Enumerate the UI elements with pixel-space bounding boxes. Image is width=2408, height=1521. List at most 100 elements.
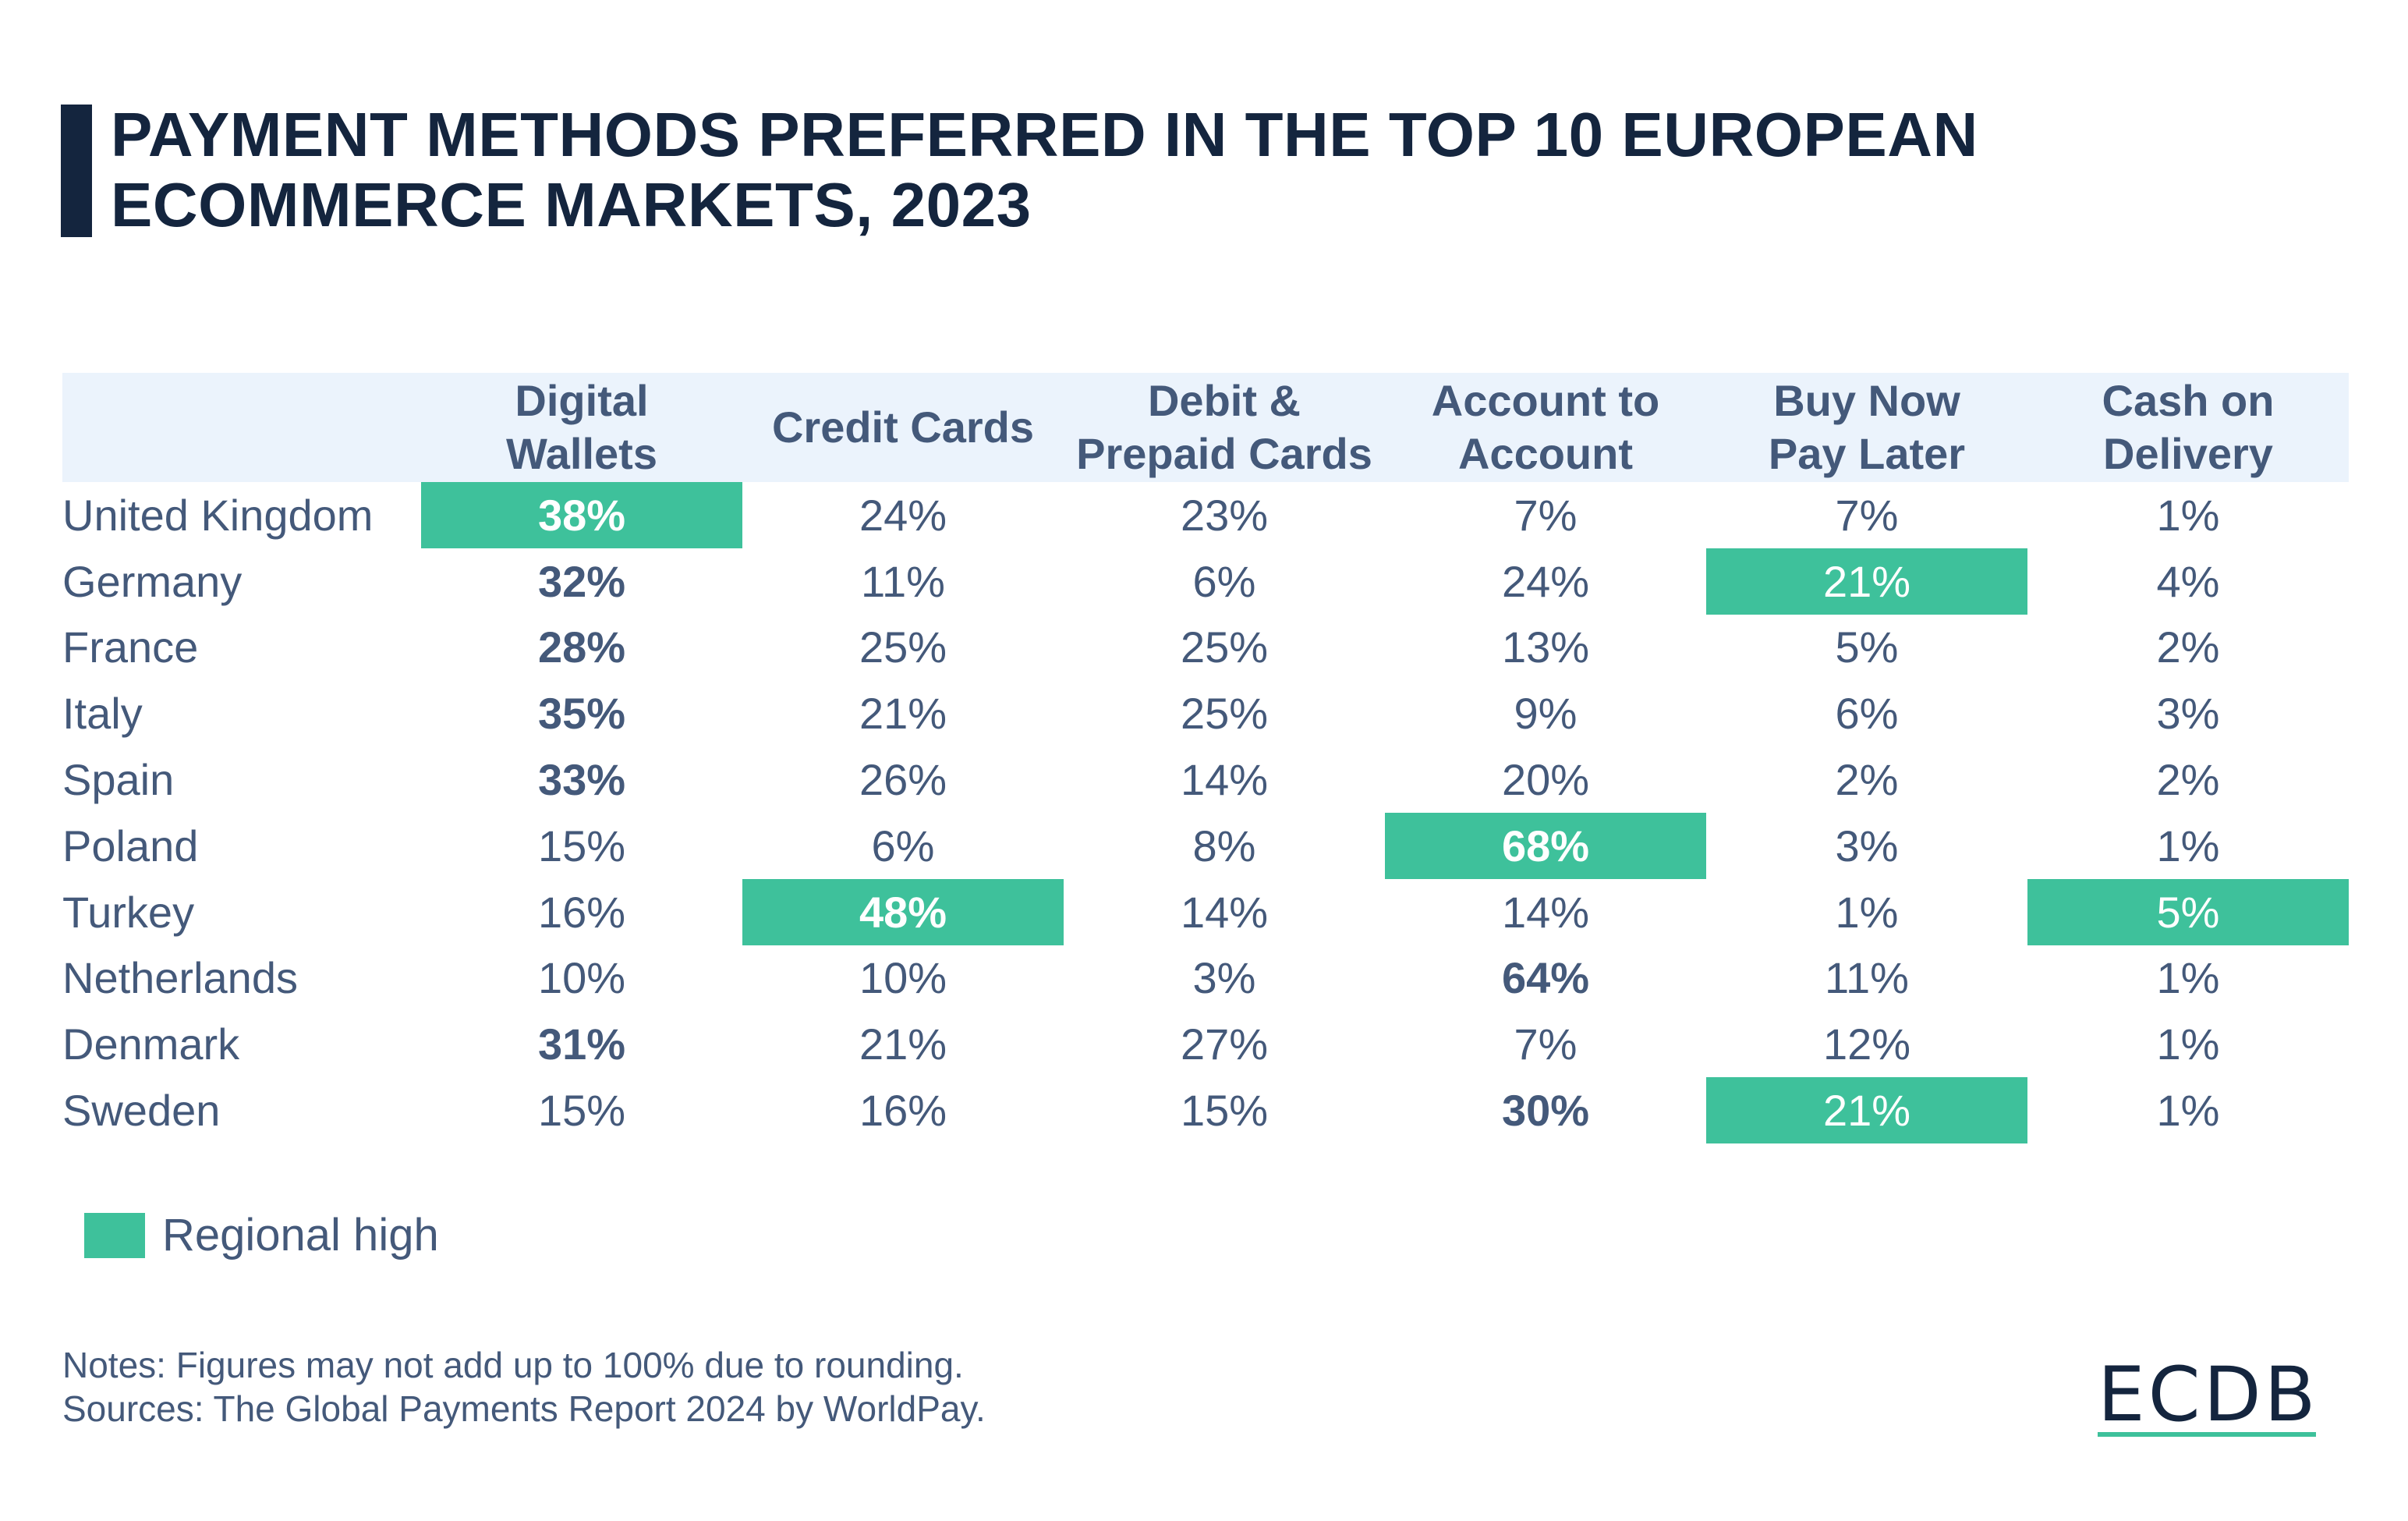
value-cell-regional-high: 68% [1385,812,1706,879]
legend: Regional high [84,1209,439,1261]
table-row: Denmark 31% 21% 27% 7% 12% 1% [62,1011,2349,1077]
value-cell: 13% [1501,622,1590,672]
value-cell: 8% [1192,821,1256,870]
column-header: Account to Account [1431,376,1660,478]
value-cell: 27% [1180,1019,1269,1069]
table-row: Sweden 15% 16% 15% 30% 21% 1% [62,1077,2349,1143]
value-cell: 31% [537,1019,626,1069]
country-label: Sweden [62,1086,221,1136]
value-cell: 1% [2156,953,2220,1003]
value-cell: 5% [1835,622,1899,672]
value-cell: 20% [1501,755,1590,805]
column-header: Digital Wallets [506,376,657,478]
value-cell: 15% [1180,1086,1269,1136]
header-cell-empty [62,373,421,482]
country-label: United Kingdom [62,490,374,540]
chart-title: PAYMENT METHODS PREFERRED IN THE TOP 10 … [111,100,1978,239]
value-cell: 16% [859,1086,947,1136]
table-row: Spain 33% 26% 14% 20% 2% 2% [62,746,2349,813]
value-cell: 24% [1501,556,1590,606]
value-cell: 1% [2156,1086,2220,1136]
value-cell: 14% [1180,887,1269,937]
value-cell: 64% [1501,953,1590,1003]
country-label: Germany [62,556,243,606]
value-cell: 11% [1825,953,1909,1003]
value-cell: 32% [537,556,626,606]
sources-text: Sources: The Global Payments Report 2024… [62,1388,986,1429]
country-label: Poland [62,821,199,870]
value-cell-regional-high: 5% [2027,878,2349,945]
logo-underline [2098,1432,2316,1437]
value-cell: 10% [859,953,947,1003]
column-header: Debit & Prepaid Cards [1076,376,1372,478]
value-cell: 35% [537,689,626,739]
value-cell: 33% [537,755,626,805]
value-cell: 26% [859,755,947,805]
table-row: France 28% 25% 25% 13% 5% 2% [62,615,2349,681]
value-cell: 1% [2156,821,2220,870]
value-cell: 1% [2156,1019,2220,1069]
value-cell-regional-high: 21% [1706,548,2027,615]
value-cell-regional-high: 48% [742,878,1064,945]
table-row: Turkey 16% 48% 14% 14% 1% 5% [62,878,2349,945]
value-cell: 7% [1514,490,1578,540]
value-cell: 11% [861,556,945,606]
table-header: Digital Wallets Credit Cards Debit & Prepa… [62,373,2349,482]
country-label: Netherlands [62,953,298,1003]
value-cell: 25% [859,622,947,672]
value-cell: 4% [2156,556,2220,606]
notes-text: Notes: Figures may not add up to 100% du… [62,1345,964,1385]
value-cell: 7% [1835,490,1899,540]
country-label: Denmark [62,1019,240,1069]
value-cell-regional-high: 21% [1706,1077,2027,1143]
value-cell: 25% [1180,689,1269,739]
country-label: Turkey [62,887,195,937]
value-cell: 24% [859,490,947,540]
value-cell: 28% [537,622,626,672]
value-cell: 6% [871,821,935,870]
country-label: Spain [62,755,175,805]
column-header: Credit Cards [771,402,1035,452]
column-header: Buy Now Pay Later [1768,376,1966,478]
table-row: Germany 32% 11% 6% 24% 21% 4% [62,548,2349,615]
value-cell: 15% [537,1086,626,1136]
value-cell: 10% [537,953,626,1003]
value-cell: 1% [2156,490,2220,540]
value-cell: 3% [1192,953,1256,1003]
value-cell: 21% [859,689,947,739]
value-cell: 14% [1180,755,1269,805]
table-row: United Kingdom 38% 24% 23% 7% 7% 1% [62,482,2349,548]
value-cell: 6% [1835,689,1899,739]
footnotes: Notes: Figures may not add up to 100% du… [62,1343,986,1431]
table-row: Netherlands 10% 10% 3% 64% 11% 1% [62,945,2349,1012]
value-cell: 3% [2156,689,2220,739]
legend-label: Regional high [162,1210,439,1260]
value-cell: 25% [1180,622,1269,672]
value-cell: 3% [1835,821,1899,870]
legend-swatch [84,1212,145,1258]
value-cell-regional-high: 38% [421,482,742,548]
value-cell: 2% [2156,755,2220,805]
ecdb-logo: ECDB [2098,1351,2319,1438]
value-cell: 12% [1822,1019,1911,1069]
value-cell: 9% [1514,689,1578,739]
country-label: Italy [62,689,143,739]
value-cell: 1% [1835,887,1899,937]
value-cell: 6% [1192,556,1256,606]
value-cell: 2% [2156,622,2220,672]
value-cell: 23% [1180,490,1269,540]
value-cell: 2% [1835,755,1899,805]
value-cell: 30% [1501,1086,1590,1136]
table-row: Poland 15% 6% 8% 68% 3% 1% [62,812,2349,879]
value-cell: 21% [859,1019,947,1069]
value-cell: 15% [537,821,626,870]
column-header: Cash on Delivery [2102,376,2275,478]
title-accent-bar [61,105,92,237]
country-label: France [62,622,199,672]
value-cell: 16% [537,887,626,937]
table-body: United Kingdom 38% 24% 23% 7% 7% 1% Germany 32% 1… [62,482,2349,1143]
payment-methods-table: Digital Wallets Credit Cards Debit & Prepa… [62,373,2349,1143]
value-cell: 7% [1514,1019,1578,1069]
value-cell: 14% [1501,887,1590,937]
table-row: Italy 35% 21% 25% 9% 6% 3% [62,680,2349,746]
